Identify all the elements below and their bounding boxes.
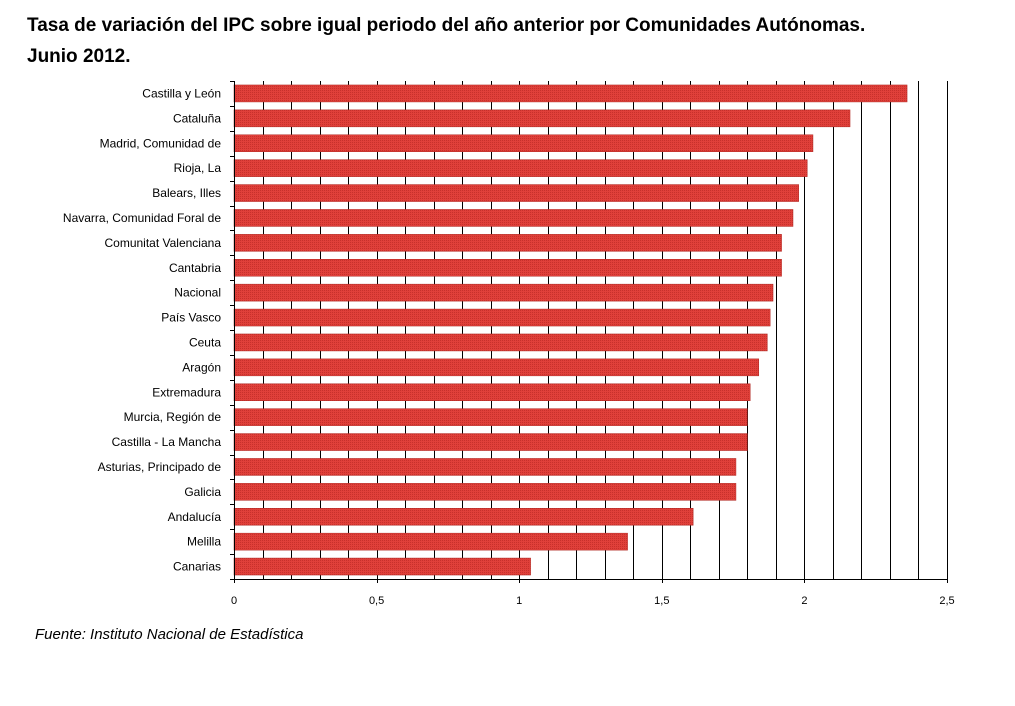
- category-label: Galicia: [184, 485, 221, 499]
- bar: [233, 84, 908, 103]
- bar: [233, 308, 771, 327]
- x-tick-label: 0,5: [369, 595, 384, 607]
- gridlines: [263, 81, 948, 579]
- bar: [233, 109, 851, 128]
- bar: [233, 483, 737, 501]
- bar: [233, 508, 694, 526]
- axes: [230, 81, 948, 583]
- source-note: Fuente: Instituto Nacional de Estadístic…: [35, 626, 304, 643]
- category-label: Cataluña: [173, 111, 221, 125]
- bar: [233, 383, 751, 401]
- category-label: Nacional: [174, 286, 221, 300]
- x-tick-label: 1: [516, 595, 522, 607]
- bar: [233, 532, 628, 551]
- category-label: País Vasco: [161, 311, 221, 325]
- bar: [233, 358, 760, 377]
- category-label: Andalucía: [168, 510, 222, 524]
- tick-labels: 0 0,5 1 1,5 2 2,5: [231, 595, 955, 607]
- category-labels: Castilla y León Cataluña Madrid, Comunidad…: [63, 86, 221, 573]
- category-label: Navarra, Comunidad Foral de: [63, 211, 221, 225]
- bar: [233, 433, 748, 451]
- bar: [233, 259, 782, 277]
- x-tick-label: 2: [801, 595, 807, 607]
- category-label: Cantabria: [169, 261, 221, 275]
- bar: [233, 557, 531, 576]
- x-tick-label: 2,5: [939, 595, 954, 607]
- category-label: Balears, Illes: [152, 186, 221, 200]
- bar: [233, 408, 748, 426]
- category-label: Ceuta: [189, 335, 221, 349]
- bars: [233, 84, 908, 576]
- bar: [233, 159, 808, 177]
- category-label: Asturias, Principado de: [98, 460, 222, 474]
- chart-title-line-1: Tasa de variación del IPC sobre igual pe…: [27, 15, 866, 36]
- x-tick-label: 1,5: [654, 595, 669, 607]
- category-label: Castilla - La Mancha: [112, 435, 222, 449]
- category-label: Melilla: [187, 535, 221, 549]
- category-label: Aragón: [182, 360, 221, 374]
- bar: [233, 458, 737, 476]
- category-label: Rioja, La: [174, 161, 222, 175]
- bar: [233, 209, 794, 227]
- chart-title-line-2: Junio 2012.: [27, 46, 131, 67]
- category-label: Madrid, Comunidad de: [100, 136, 222, 150]
- bar: [233, 333, 768, 352]
- category-label: Comunitat Valenciana: [104, 236, 221, 250]
- category-label: Canarias: [173, 560, 221, 574]
- bar: [233, 234, 782, 252]
- category-label: Murcia, Región de: [124, 410, 222, 424]
- bar: [233, 184, 799, 202]
- bar: [233, 134, 814, 152]
- chart-title: Tasa de variación del IPC sobre igual pe…: [27, 10, 977, 72]
- category-label: Castilla y León: [142, 86, 221, 100]
- bar: [233, 283, 774, 302]
- x-tick-label: 0: [231, 595, 237, 607]
- category-label: Extremadura: [152, 385, 221, 399]
